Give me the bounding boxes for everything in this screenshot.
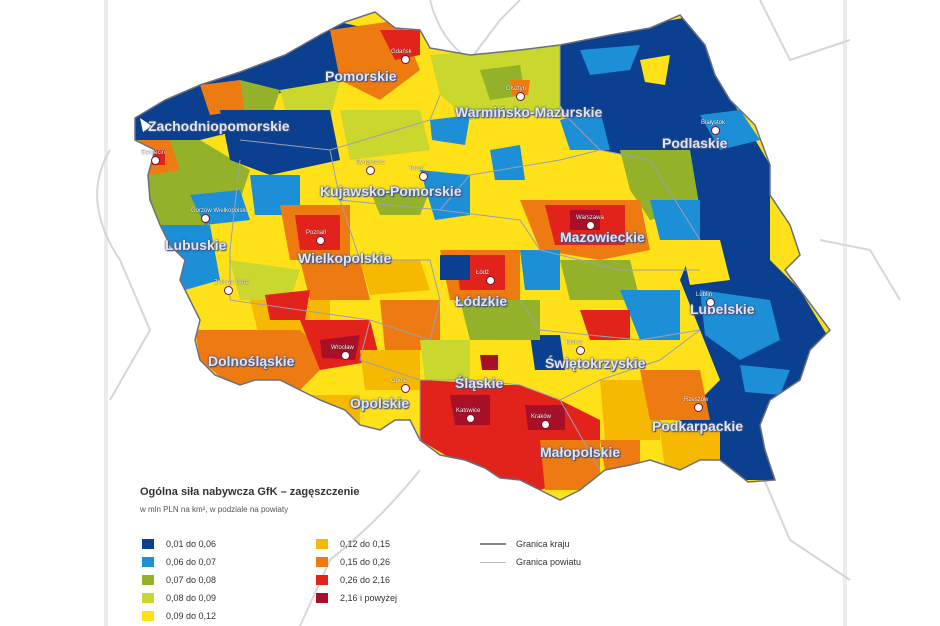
city-label: Zielona Góra xyxy=(214,280,249,286)
region-label-malopolskie: Małopolskie xyxy=(540,444,621,460)
region-label-opolskie: Opolskie xyxy=(350,395,410,411)
city-label: Rzeszów xyxy=(684,397,709,403)
city-label: Wrocław xyxy=(331,345,354,351)
region-label-zachodnio: Zachodniopomorskie xyxy=(148,118,290,134)
legend-swatch xyxy=(142,539,154,549)
legend-item: 0,06 do 0,07 xyxy=(142,557,216,567)
region-label-warminsko: Warmińsko-Mazurskie xyxy=(455,104,603,120)
legend-label: 0,15 do 0,26 xyxy=(340,557,391,567)
legend-swatch xyxy=(142,575,154,585)
city-marker-icon xyxy=(541,420,550,429)
city-label: Olsztyn xyxy=(506,86,527,92)
region-label-dolnoslaskie: Dolnośląskie xyxy=(208,353,295,369)
legend-swatch xyxy=(142,557,154,567)
legend-line-swatch xyxy=(480,561,506,563)
city-label: Bydgoszcz xyxy=(356,160,386,166)
city-label: Szczecin xyxy=(141,150,166,156)
legend-swatch xyxy=(142,593,154,603)
region-label-pomorskie: Pomorskie xyxy=(325,68,397,84)
city-marker-icon xyxy=(694,403,703,412)
city-marker-icon xyxy=(316,236,325,245)
city-marker-icon xyxy=(151,156,160,165)
city-marker-icon xyxy=(401,55,410,64)
legend-item: 0,15 do 0,26 xyxy=(316,557,390,567)
city-label: Białystok xyxy=(701,120,726,126)
city-label: Katowice xyxy=(456,408,481,414)
legend-label: Granica powiatu xyxy=(516,557,582,567)
legend-line-swatch xyxy=(480,543,506,545)
city-marker-icon xyxy=(341,351,350,360)
legend-subtitle: w mln PLN na km², w podziale na powiaty xyxy=(140,505,289,514)
city-label: Kielce xyxy=(566,340,583,346)
legend-item: 2,16 i powyżej xyxy=(316,593,397,603)
region-label-kujawsko: Kujawsko-Pomorskie xyxy=(320,183,462,199)
region-label-podkarpackie: Podkarpackie xyxy=(652,418,744,434)
city-label: Warszawa xyxy=(576,215,604,221)
city-marker-icon xyxy=(706,298,715,307)
legend-swatch xyxy=(142,611,154,621)
country-border xyxy=(134,11,831,501)
city-label: Kraków xyxy=(531,414,552,420)
legend-line-item: Granica powiatu xyxy=(480,557,581,567)
legend-item: 0,01 do 0,06 xyxy=(142,539,216,549)
legend-label: 0,06 do 0,07 xyxy=(166,557,217,567)
legend-line-item: Granica kraju xyxy=(480,539,570,549)
city-marker-icon xyxy=(419,172,428,181)
left-frame-line xyxy=(104,0,108,626)
region-label-podlaskie: Podlaskie xyxy=(662,135,728,151)
region-label-swietokrzyskie: Świętokrzyskie xyxy=(545,355,646,371)
choropleth-areas xyxy=(135,12,830,500)
city-marker-icon xyxy=(224,286,233,295)
legend-item: 0,09 do 0,12 xyxy=(142,611,216,621)
region-label-wielkopolskie: Wielkopolskie xyxy=(298,250,392,266)
city-marker-icon xyxy=(516,92,525,101)
city-marker-icon xyxy=(401,384,410,393)
city-label: Opole xyxy=(391,378,408,384)
legend-swatch xyxy=(316,557,328,567)
city-label: Lublin xyxy=(696,292,713,298)
legend-label: 0,26 do 2,16 xyxy=(340,575,391,585)
region-label-lubuskie: Lubuskie xyxy=(165,237,227,253)
legend-swatch xyxy=(316,593,328,603)
legend-item: 0,07 do 0,08 xyxy=(142,575,216,585)
city-marker-icon xyxy=(486,276,495,285)
city-label: Poznań xyxy=(306,230,327,236)
legend-swatch xyxy=(316,575,328,585)
legend-item: 0,26 do 2,16 xyxy=(316,575,390,585)
legend-item: 0,12 do 0,15 xyxy=(316,539,390,549)
city-marker-icon xyxy=(466,414,475,423)
legend-label: Granica kraju xyxy=(516,539,570,549)
right-frame-line xyxy=(843,0,847,626)
city-marker-icon xyxy=(366,166,375,175)
city-marker-icon xyxy=(201,214,210,223)
city-marker-icon xyxy=(586,221,595,230)
legend-label: 0,09 do 0,12 xyxy=(166,611,217,621)
region-label-slaskie: Śląskie xyxy=(455,375,504,391)
city-label: Toruń xyxy=(409,166,425,172)
legend-label: 0,12 do 0,15 xyxy=(340,539,391,549)
legend-label: 0,08 do 0,09 xyxy=(166,593,217,603)
legend-item: 0,08 do 0,09 xyxy=(142,593,216,603)
legend-swatch xyxy=(316,539,328,549)
city-marker-icon xyxy=(576,346,585,355)
neighbor-borders xyxy=(96,0,901,626)
region-label-lubelskie: Lubelskie xyxy=(690,301,755,317)
legend-label: 0,01 do 0,06 xyxy=(166,539,217,549)
legend-label: 0,07 do 0,08 xyxy=(166,575,217,585)
city-marker-icon xyxy=(711,126,720,135)
city-label: Gorzów Wielkopolski xyxy=(191,208,247,214)
region-label-lodzkie: Łódzkie xyxy=(455,293,508,309)
legend-label: 2,16 i powyżej xyxy=(340,593,398,603)
legend-title: Ogólna siła nabywcza GfK – zagęszczenie xyxy=(140,486,360,498)
region-label-mazowieckie: Mazowieckie xyxy=(560,229,645,245)
voivodeship-borders xyxy=(229,45,701,471)
city-label: Gdańsk xyxy=(391,49,412,55)
city-label: Łódź xyxy=(476,270,490,276)
